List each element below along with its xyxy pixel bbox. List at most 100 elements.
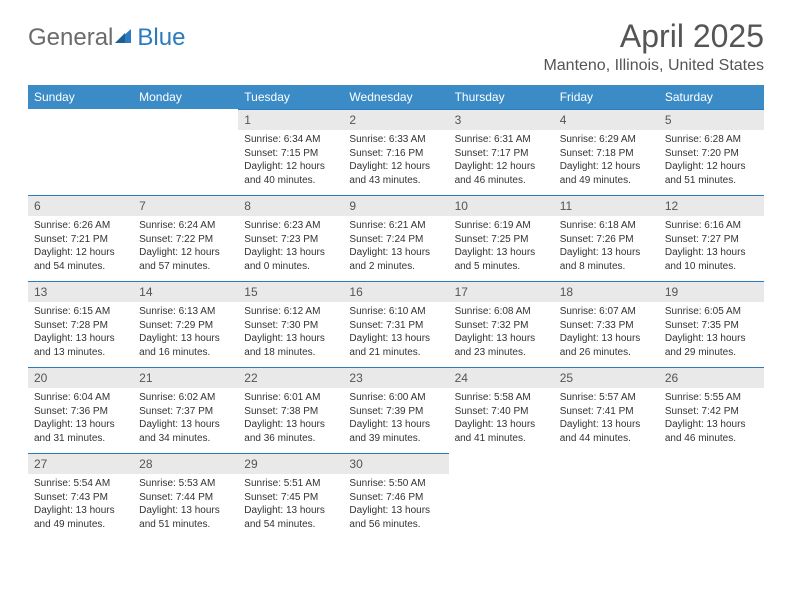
day-number: 1 xyxy=(238,109,343,130)
day-number: 13 xyxy=(28,281,133,302)
calendar-day-cell: .. xyxy=(659,453,764,539)
sunset-text: Sunset: 7:37 PM xyxy=(139,405,232,419)
calendar-day-cell: .. xyxy=(133,109,238,195)
daylight-text: Daylight: 13 hours and 10 minutes. xyxy=(665,246,758,273)
calendar-day-cell: 1Sunrise: 6:34 AMSunset: 7:15 PMDaylight… xyxy=(238,109,343,195)
day-number: 7 xyxy=(133,195,238,216)
sunset-text: Sunset: 7:40 PM xyxy=(455,405,548,419)
day-number: 8 xyxy=(238,195,343,216)
month-title: April 2025 xyxy=(543,18,764,55)
day-number: 23 xyxy=(343,367,448,388)
calendar-day-cell: .. xyxy=(554,453,659,539)
day-details: Sunrise: 5:57 AMSunset: 7:41 PMDaylight:… xyxy=(554,388,659,451)
calendar-day-cell: 12Sunrise: 6:16 AMSunset: 7:27 PMDayligh… xyxy=(659,195,764,281)
day-details: Sunrise: 6:12 AMSunset: 7:30 PMDaylight:… xyxy=(238,302,343,365)
calendar-day-cell: 23Sunrise: 6:00 AMSunset: 7:39 PMDayligh… xyxy=(343,367,448,453)
sunset-text: Sunset: 7:18 PM xyxy=(560,147,653,161)
weekday-header: Tuesday xyxy=(238,85,343,109)
sunset-text: Sunset: 7:21 PM xyxy=(34,233,127,247)
day-details: Sunrise: 6:33 AMSunset: 7:16 PMDaylight:… xyxy=(343,130,448,193)
day-details: Sunrise: 6:26 AMSunset: 7:21 PMDaylight:… xyxy=(28,216,133,279)
sunrise-text: Sunrise: 6:21 AM xyxy=(349,219,442,233)
day-details: Sunrise: 6:21 AMSunset: 7:24 PMDaylight:… xyxy=(343,216,448,279)
day-number: 14 xyxy=(133,281,238,302)
sunrise-text: Sunrise: 6:13 AM xyxy=(139,305,232,319)
day-number: 24 xyxy=(449,367,554,388)
sunset-text: Sunset: 7:28 PM xyxy=(34,319,127,333)
calendar-day-cell: 21Sunrise: 6:02 AMSunset: 7:37 PMDayligh… xyxy=(133,367,238,453)
day-details: Sunrise: 5:50 AMSunset: 7:46 PMDaylight:… xyxy=(343,474,448,537)
logo-text-a: General xyxy=(28,24,113,52)
weekday-header: Thursday xyxy=(449,85,554,109)
day-number: 27 xyxy=(28,453,133,474)
day-number: 10 xyxy=(449,195,554,216)
daylight-text: Daylight: 13 hours and 13 minutes. xyxy=(34,332,127,359)
day-number: 5 xyxy=(659,109,764,130)
daylight-text: Daylight: 13 hours and 51 minutes. xyxy=(139,504,232,531)
calendar-day-cell: 26Sunrise: 5:55 AMSunset: 7:42 PMDayligh… xyxy=(659,367,764,453)
calendar-week-row: 20Sunrise: 6:04 AMSunset: 7:36 PMDayligh… xyxy=(28,367,764,453)
sunrise-text: Sunrise: 5:54 AM xyxy=(34,477,127,491)
calendar-day-cell: 7Sunrise: 6:24 AMSunset: 7:22 PMDaylight… xyxy=(133,195,238,281)
day-number: 11 xyxy=(554,195,659,216)
day-details: Sunrise: 6:05 AMSunset: 7:35 PMDaylight:… xyxy=(659,302,764,365)
day-number: 28 xyxy=(133,453,238,474)
sunrise-text: Sunrise: 6:12 AM xyxy=(244,305,337,319)
calendar-day-cell: 5Sunrise: 6:28 AMSunset: 7:20 PMDaylight… xyxy=(659,109,764,195)
day-details: Sunrise: 6:16 AMSunset: 7:27 PMDaylight:… xyxy=(659,216,764,279)
daylight-text: Daylight: 13 hours and 0 minutes. xyxy=(244,246,337,273)
calendar-day-cell: 20Sunrise: 6:04 AMSunset: 7:36 PMDayligh… xyxy=(28,367,133,453)
day-details: Sunrise: 6:24 AMSunset: 7:22 PMDaylight:… xyxy=(133,216,238,279)
day-number: 19 xyxy=(659,281,764,302)
calendar-day-cell: 19Sunrise: 6:05 AMSunset: 7:35 PMDayligh… xyxy=(659,281,764,367)
location: Manteno, Illinois, United States xyxy=(543,57,764,75)
day-details: Sunrise: 6:02 AMSunset: 7:37 PMDaylight:… xyxy=(133,388,238,451)
daylight-text: Daylight: 12 hours and 51 minutes. xyxy=(665,160,758,187)
weekday-header: Wednesday xyxy=(343,85,448,109)
sunrise-text: Sunrise: 6:01 AM xyxy=(244,391,337,405)
sunrise-text: Sunrise: 6:02 AM xyxy=(139,391,232,405)
logo: General Blue xyxy=(28,24,185,52)
sunrise-text: Sunrise: 5:58 AM xyxy=(455,391,548,405)
daylight-text: Daylight: 13 hours and 16 minutes. xyxy=(139,332,232,359)
weekday-header: Friday xyxy=(554,85,659,109)
sunset-text: Sunset: 7:26 PM xyxy=(560,233,653,247)
sunset-text: Sunset: 7:29 PM xyxy=(139,319,232,333)
sunrise-text: Sunrise: 6:19 AM xyxy=(455,219,548,233)
day-details: Sunrise: 6:19 AMSunset: 7:25 PMDaylight:… xyxy=(449,216,554,279)
day-details: Sunrise: 6:10 AMSunset: 7:31 PMDaylight:… xyxy=(343,302,448,365)
day-number: 9 xyxy=(343,195,448,216)
sunset-text: Sunset: 7:22 PM xyxy=(139,233,232,247)
day-details: Sunrise: 6:00 AMSunset: 7:39 PMDaylight:… xyxy=(343,388,448,451)
day-number: 21 xyxy=(133,367,238,388)
day-details: Sunrise: 6:18 AMSunset: 7:26 PMDaylight:… xyxy=(554,216,659,279)
sunset-text: Sunset: 7:36 PM xyxy=(34,405,127,419)
sunset-text: Sunset: 7:44 PM xyxy=(139,491,232,505)
calendar-day-cell: 11Sunrise: 6:18 AMSunset: 7:26 PMDayligh… xyxy=(554,195,659,281)
day-number: 29 xyxy=(238,453,343,474)
sunrise-text: Sunrise: 6:18 AM xyxy=(560,219,653,233)
weekday-header: Saturday xyxy=(659,85,764,109)
sunset-text: Sunset: 7:46 PM xyxy=(349,491,442,505)
sunset-text: Sunset: 7:16 PM xyxy=(349,147,442,161)
day-details: Sunrise: 6:08 AMSunset: 7:32 PMDaylight:… xyxy=(449,302,554,365)
calendar-table: SundayMondayTuesdayWednesdayThursdayFrid… xyxy=(28,85,764,539)
daylight-text: Daylight: 13 hours and 36 minutes. xyxy=(244,418,337,445)
daylight-text: Daylight: 13 hours and 46 minutes. xyxy=(665,418,758,445)
day-number: 12 xyxy=(659,195,764,216)
sunrise-text: Sunrise: 6:10 AM xyxy=(349,305,442,319)
day-number: 2 xyxy=(343,109,448,130)
calendar-day-cell: 18Sunrise: 6:07 AMSunset: 7:33 PMDayligh… xyxy=(554,281,659,367)
calendar-day-cell: 8Sunrise: 6:23 AMSunset: 7:23 PMDaylight… xyxy=(238,195,343,281)
day-number: 25 xyxy=(554,367,659,388)
sunrise-text: Sunrise: 6:33 AM xyxy=(349,133,442,147)
daylight-text: Daylight: 13 hours and 54 minutes. xyxy=(244,504,337,531)
calendar-week-row: ....1Sunrise: 6:34 AMSunset: 7:15 PMDayl… xyxy=(28,109,764,195)
sunset-text: Sunset: 7:42 PM xyxy=(665,405,758,419)
logo-sail-icon xyxy=(113,25,135,52)
daylight-text: Daylight: 13 hours and 8 minutes. xyxy=(560,246,653,273)
logo-text-b: Blue xyxy=(137,24,185,52)
sunrise-text: Sunrise: 6:08 AM xyxy=(455,305,548,319)
day-number: 3 xyxy=(449,109,554,130)
sunset-text: Sunset: 7:17 PM xyxy=(455,147,548,161)
